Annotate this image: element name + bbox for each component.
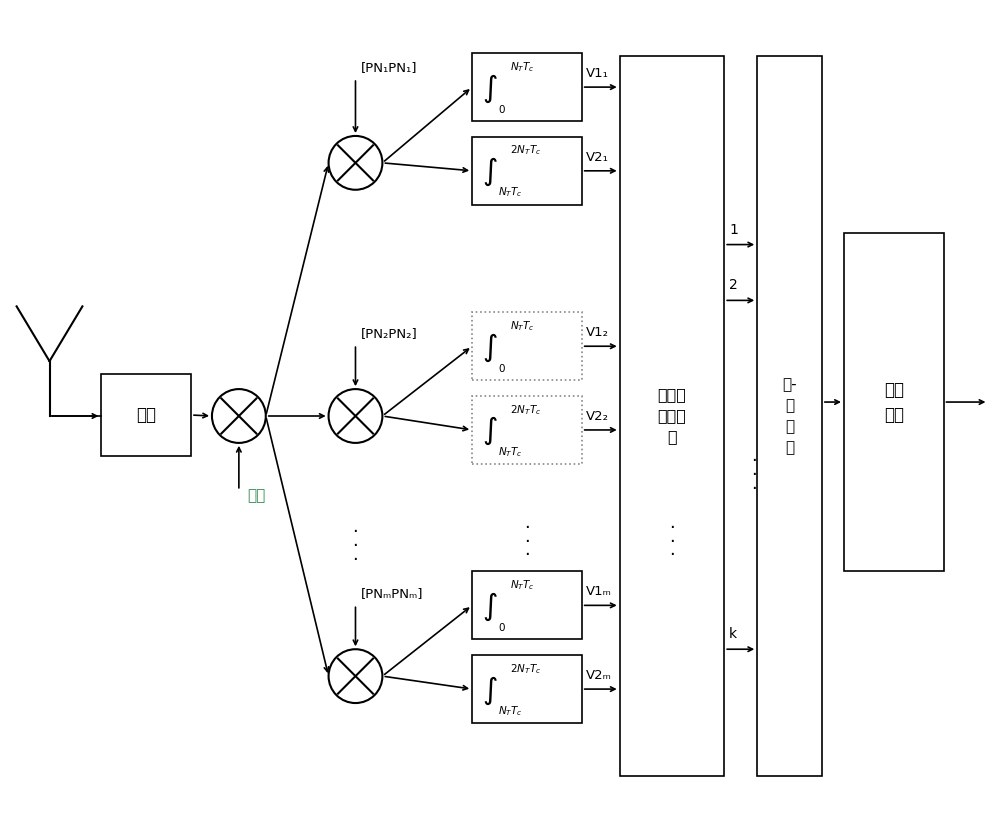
Text: 放大: 放大 bbox=[136, 406, 156, 424]
Text: 载波: 载波 bbox=[247, 488, 265, 503]
Text: $N_TT_c$: $N_TT_c$ bbox=[510, 60, 535, 74]
Text: V2₂: V2₂ bbox=[586, 410, 609, 423]
Text: V1₂: V1₂ bbox=[586, 326, 609, 339]
Bar bbox=[472, 396, 582, 463]
Text: $\int$: $\int$ bbox=[482, 591, 498, 623]
Text: $\int$: $\int$ bbox=[482, 674, 498, 706]
Text: 数据
输出: 数据 输出 bbox=[884, 380, 904, 423]
Text: $2N_TT_c$: $2N_TT_c$ bbox=[510, 144, 541, 157]
Text: $N_TT_c$: $N_TT_c$ bbox=[498, 445, 523, 458]
Bar bbox=[472, 53, 582, 121]
Text: V1ₘ: V1ₘ bbox=[586, 586, 612, 598]
Bar bbox=[472, 312, 582, 380]
Text: V2₁: V2₁ bbox=[586, 151, 609, 164]
Text: 1: 1 bbox=[729, 223, 738, 236]
Text: $N_TT_c$: $N_TT_c$ bbox=[510, 319, 535, 333]
Bar bbox=[472, 655, 582, 723]
Text: $\int$: $\int$ bbox=[482, 72, 498, 105]
Bar bbox=[472, 572, 582, 639]
Text: ·
·
·: · · · bbox=[524, 519, 530, 564]
Text: ·
·
·: · · · bbox=[751, 452, 757, 498]
Text: $0$: $0$ bbox=[498, 621, 506, 633]
Text: $\int$: $\int$ bbox=[482, 331, 498, 364]
Bar bbox=[472, 137, 582, 205]
Text: [PNₘPNₘ]: [PNₘPNₘ] bbox=[360, 587, 423, 601]
Text: ·
·
·: · · · bbox=[353, 523, 358, 569]
Text: 数据算
法逆映
射: 数据算 法逆映 射 bbox=[657, 388, 686, 444]
Text: $\int$: $\int$ bbox=[482, 156, 498, 188]
Text: V2ₘ: V2ₘ bbox=[586, 669, 612, 682]
Bar bbox=[101, 374, 191, 456]
Text: $N_TT_c$: $N_TT_c$ bbox=[498, 704, 523, 718]
Text: k: k bbox=[729, 627, 737, 641]
Text: $0$: $0$ bbox=[498, 103, 506, 115]
Text: [PN₁PN₁]: [PN₁PN₁] bbox=[360, 61, 417, 74]
Bar bbox=[757, 57, 822, 775]
Text: $2N_TT_c$: $2N_TT_c$ bbox=[510, 403, 541, 417]
Text: $N_TT_c$: $N_TT_c$ bbox=[510, 578, 535, 592]
Text: V1₁: V1₁ bbox=[586, 67, 609, 80]
Text: ·
·
·: · · · bbox=[669, 519, 675, 564]
Text: $2N_TT_c$: $2N_TT_c$ bbox=[510, 661, 541, 676]
Text: $0$: $0$ bbox=[498, 362, 506, 374]
Text: 2: 2 bbox=[729, 279, 738, 292]
Text: $\int$: $\int$ bbox=[482, 415, 498, 448]
Text: [PN₂PN₂]: [PN₂PN₂] bbox=[360, 327, 417, 340]
Bar bbox=[620, 57, 724, 775]
Text: 并-
串
转
换: 并- 串 转 换 bbox=[782, 377, 797, 455]
Text: $N_TT_c$: $N_TT_c$ bbox=[498, 186, 523, 200]
Bar bbox=[844, 233, 944, 572]
